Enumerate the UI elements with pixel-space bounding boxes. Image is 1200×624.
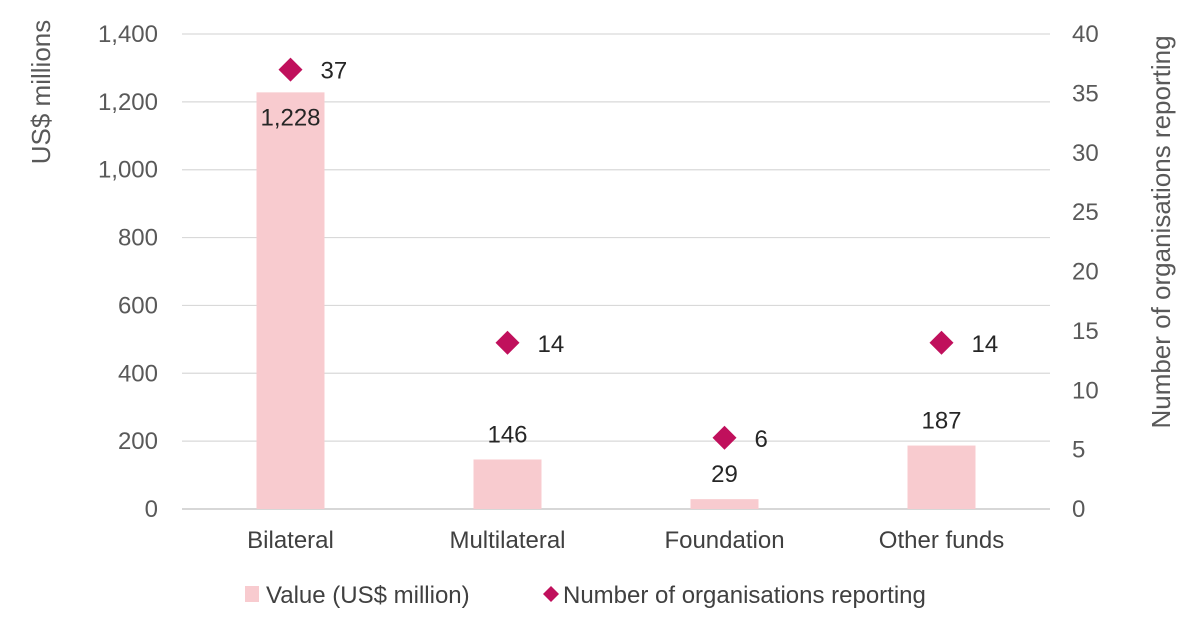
right-tick-label: 0 xyxy=(1072,496,1085,523)
bar xyxy=(256,92,325,509)
marker-data-label: 14 xyxy=(972,331,999,358)
left-axis-title: US$ millions xyxy=(26,20,56,165)
right-tick-label: 30 xyxy=(1072,140,1099,167)
left-tick-label: 0 xyxy=(145,496,158,523)
bar-data-label: 146 xyxy=(487,421,527,448)
bar-data-label: 1,228 xyxy=(260,104,320,131)
diamond-marker xyxy=(712,425,737,450)
category-label: Foundation xyxy=(664,527,784,554)
legend-bar-label: Value (US$ million) xyxy=(266,582,470,609)
bar-series xyxy=(256,92,976,509)
right-tick-label: 5 xyxy=(1072,437,1085,464)
left-tick-label: 1,000 xyxy=(98,157,158,184)
marker-data-label: 6 xyxy=(755,426,768,453)
left-tick-label: 400 xyxy=(118,360,158,387)
legend-marker-label: Number of organisations reporting xyxy=(563,582,926,609)
right-tick-label: 20 xyxy=(1072,259,1099,286)
legend-bar-swatch xyxy=(245,586,259,602)
category-label: Other funds xyxy=(879,527,1004,554)
gridlines xyxy=(182,33,1050,510)
bar xyxy=(907,445,976,509)
left-tick-label: 1,400 xyxy=(98,21,158,48)
bar-data-label: 187 xyxy=(921,408,961,435)
bar xyxy=(690,499,759,509)
marker-data-label: 37 xyxy=(321,58,348,85)
marker-data-label: 14 xyxy=(538,331,565,358)
category-label: Bilateral xyxy=(247,527,334,554)
left-tick-label: 800 xyxy=(118,225,158,252)
bar xyxy=(473,459,542,509)
diamond-marker xyxy=(278,57,303,82)
legend-diamond-swatch xyxy=(543,586,559,602)
diamond-marker xyxy=(495,330,520,355)
marker-series xyxy=(278,57,954,450)
right-axis-title: Number of organisations reporting xyxy=(1146,35,1176,428)
left-tick-label: 1,200 xyxy=(98,89,158,116)
left-tick-label: 600 xyxy=(118,292,158,319)
right-tick-label: 35 xyxy=(1072,80,1099,107)
right-tick-label: 15 xyxy=(1072,318,1099,345)
bar-data-label: 29 xyxy=(711,461,738,488)
right-tick-label: 25 xyxy=(1072,199,1099,226)
legend: Value (US$ million) Number of organisati… xyxy=(245,582,926,609)
diamond-marker xyxy=(929,330,954,355)
left-axis-ticks: 0 200 400 600 800 1,000 1,200 1,400 xyxy=(98,21,158,523)
right-tick-label: 40 xyxy=(1072,21,1099,48)
category-axis-labels: Bilateral Multilateral Foundation Other fun… xyxy=(247,527,1004,554)
right-tick-label: 10 xyxy=(1072,377,1099,404)
left-tick-label: 200 xyxy=(118,428,158,455)
right-axis-ticks: 0 5 10 15 20 25 30 35 40 xyxy=(1072,21,1099,523)
category-label: Multilateral xyxy=(449,527,565,554)
